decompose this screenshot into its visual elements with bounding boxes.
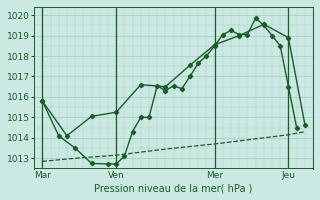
X-axis label: Pression niveau de la mer( hPa ): Pression niveau de la mer( hPa ): [94, 183, 253, 193]
